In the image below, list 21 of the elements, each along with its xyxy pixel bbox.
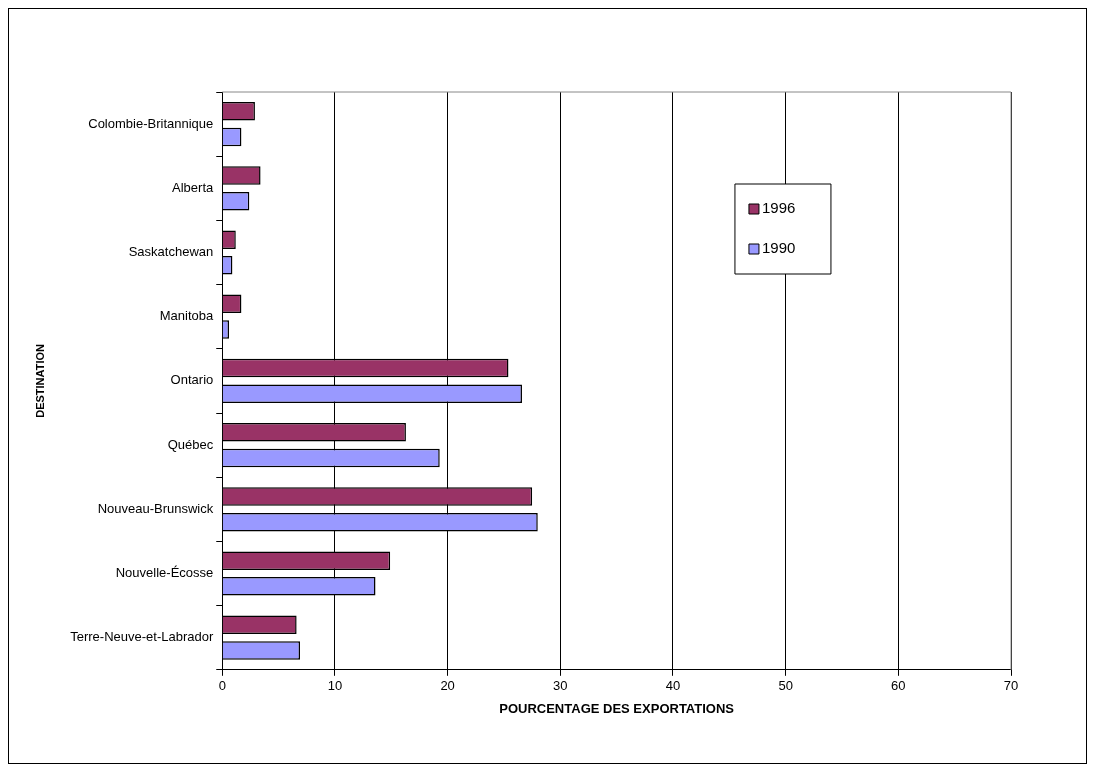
y-tick-label: Nouveau-Brunswick (97, 500, 214, 516)
x-tick-label: 10 (327, 678, 343, 694)
x-tick-label: 70 (1003, 678, 1019, 694)
x-tick-label: 20 (440, 678, 455, 694)
y-axis-title: DESTINATION (33, 343, 46, 418)
x-tick-label: 30 (553, 678, 568, 694)
y-tick-label: Colombie-Britannique (88, 115, 214, 131)
y-tick-label: Manitoba (159, 308, 215, 324)
y-tick-label: Nouvelle-Écosse (115, 565, 214, 581)
x-tick-label: 60 (891, 678, 906, 694)
y-tick-label: Alberta (172, 179, 215, 195)
x-tick-label: 40 (665, 678, 681, 694)
y-tick-label: Saskatchewan (128, 244, 214, 260)
legend-label: 1996 (761, 199, 796, 217)
x-tick-label: 0 (218, 678, 226, 694)
y-tick-label: Ontario (170, 372, 214, 388)
y-tick-label: Québec (167, 436, 214, 452)
y-tick-label: Terre-Neuve-et-Labrador (70, 629, 214, 645)
x-axis-title: POURCENTAGE DES EXPORTATIONS (499, 700, 735, 716)
x-tick-label: 50 (778, 678, 793, 694)
legend-label: 1990 (761, 239, 796, 257)
